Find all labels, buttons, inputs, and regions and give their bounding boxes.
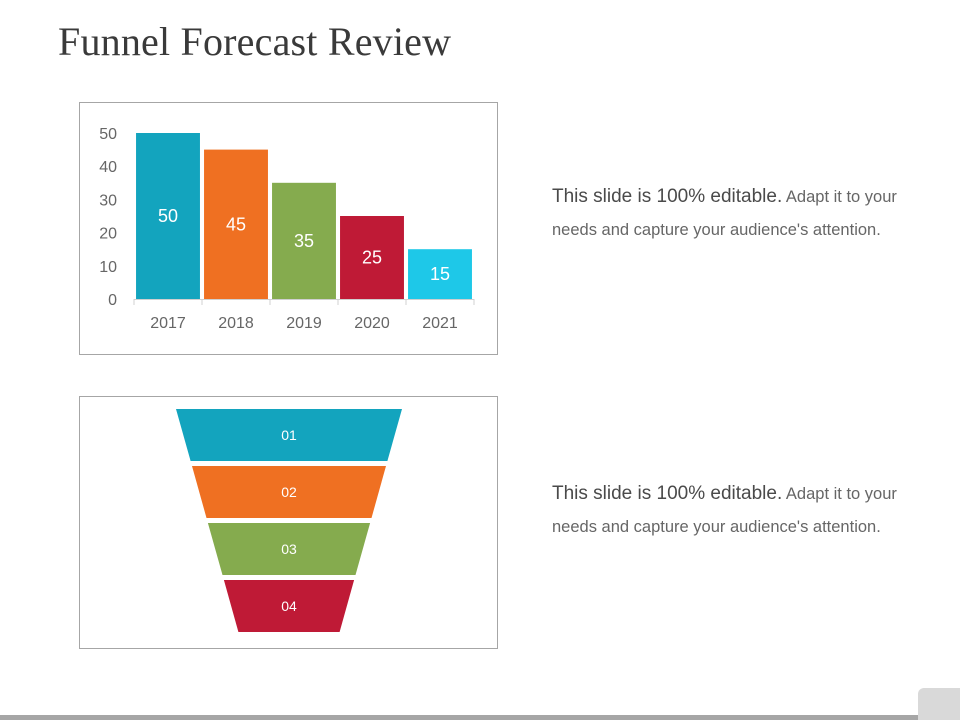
funnel-diagram-panel: 01 02 03 04 [79, 396, 498, 649]
funnel-stage-label: 01 [281, 427, 297, 443]
funnel-stage-label: 03 [281, 541, 297, 557]
x-tick-label: 2017 [150, 315, 186, 332]
bar-2018 [204, 149, 268, 299]
bar-data-label: 15 [430, 264, 450, 284]
funnel-stage-label: 02 [281, 484, 297, 500]
bar-chart-panel: 0 10 20 30 40 50 50 2017 45 2018 35 2019 25 2020 15 202… [79, 102, 498, 355]
y-tick-label: 40 [99, 159, 117, 176]
y-tick-label: 20 [99, 226, 117, 243]
funnel-stage-label: 04 [281, 598, 297, 614]
bar-2020 [340, 216, 404, 299]
description-lead-2: This slide is 100% editable. [552, 483, 783, 504]
x-tick-label: 2019 [286, 315, 322, 332]
bar-data-label: 35 [294, 231, 314, 251]
description-lead-1: This slide is 100% editable. [552, 186, 783, 207]
y-tick-label: 50 [99, 126, 117, 143]
funnel-stage-04 [223, 580, 355, 632]
funnel-stage-02 [192, 466, 386, 518]
description-body-1: Adapt it to your needs and capture your … [552, 188, 897, 239]
y-tick-label: 30 [99, 192, 117, 209]
description-text-2: This slide is 100% editable. Adapt it to… [552, 477, 902, 544]
bar-chart: 0 10 20 30 40 50 50 2017 45 2018 35 2019 25 2020 15 202… [99, 126, 475, 332]
x-tick-label: 2021 [422, 315, 458, 332]
slide-nav-tab[interactable] [918, 688, 960, 720]
y-tick-label: 10 [99, 259, 117, 276]
bar-2019 [272, 182, 336, 299]
description-body-2: Adapt it to your needs and capture your … [552, 485, 897, 536]
bar-2021 [408, 249, 472, 299]
slide-title: Funnel Forecast Review [58, 19, 452, 64]
bar-2017 [136, 133, 200, 299]
y-tick-label: 0 [108, 292, 117, 309]
funnel-stage-01 [176, 409, 402, 461]
footer-bar [0, 715, 960, 720]
bar-data-label: 50 [158, 206, 178, 226]
x-tick-label: 2020 [354, 315, 390, 332]
x-tick-label: 2018 [218, 315, 254, 332]
funnel-stage-03 [207, 523, 371, 575]
funnel-diagram: 01 02 03 04 [176, 409, 402, 632]
description-text-1: This slide is 100% editable. Adapt it to… [552, 180, 902, 247]
bar-data-label: 45 [226, 214, 246, 234]
bar-data-label: 25 [362, 248, 382, 268]
